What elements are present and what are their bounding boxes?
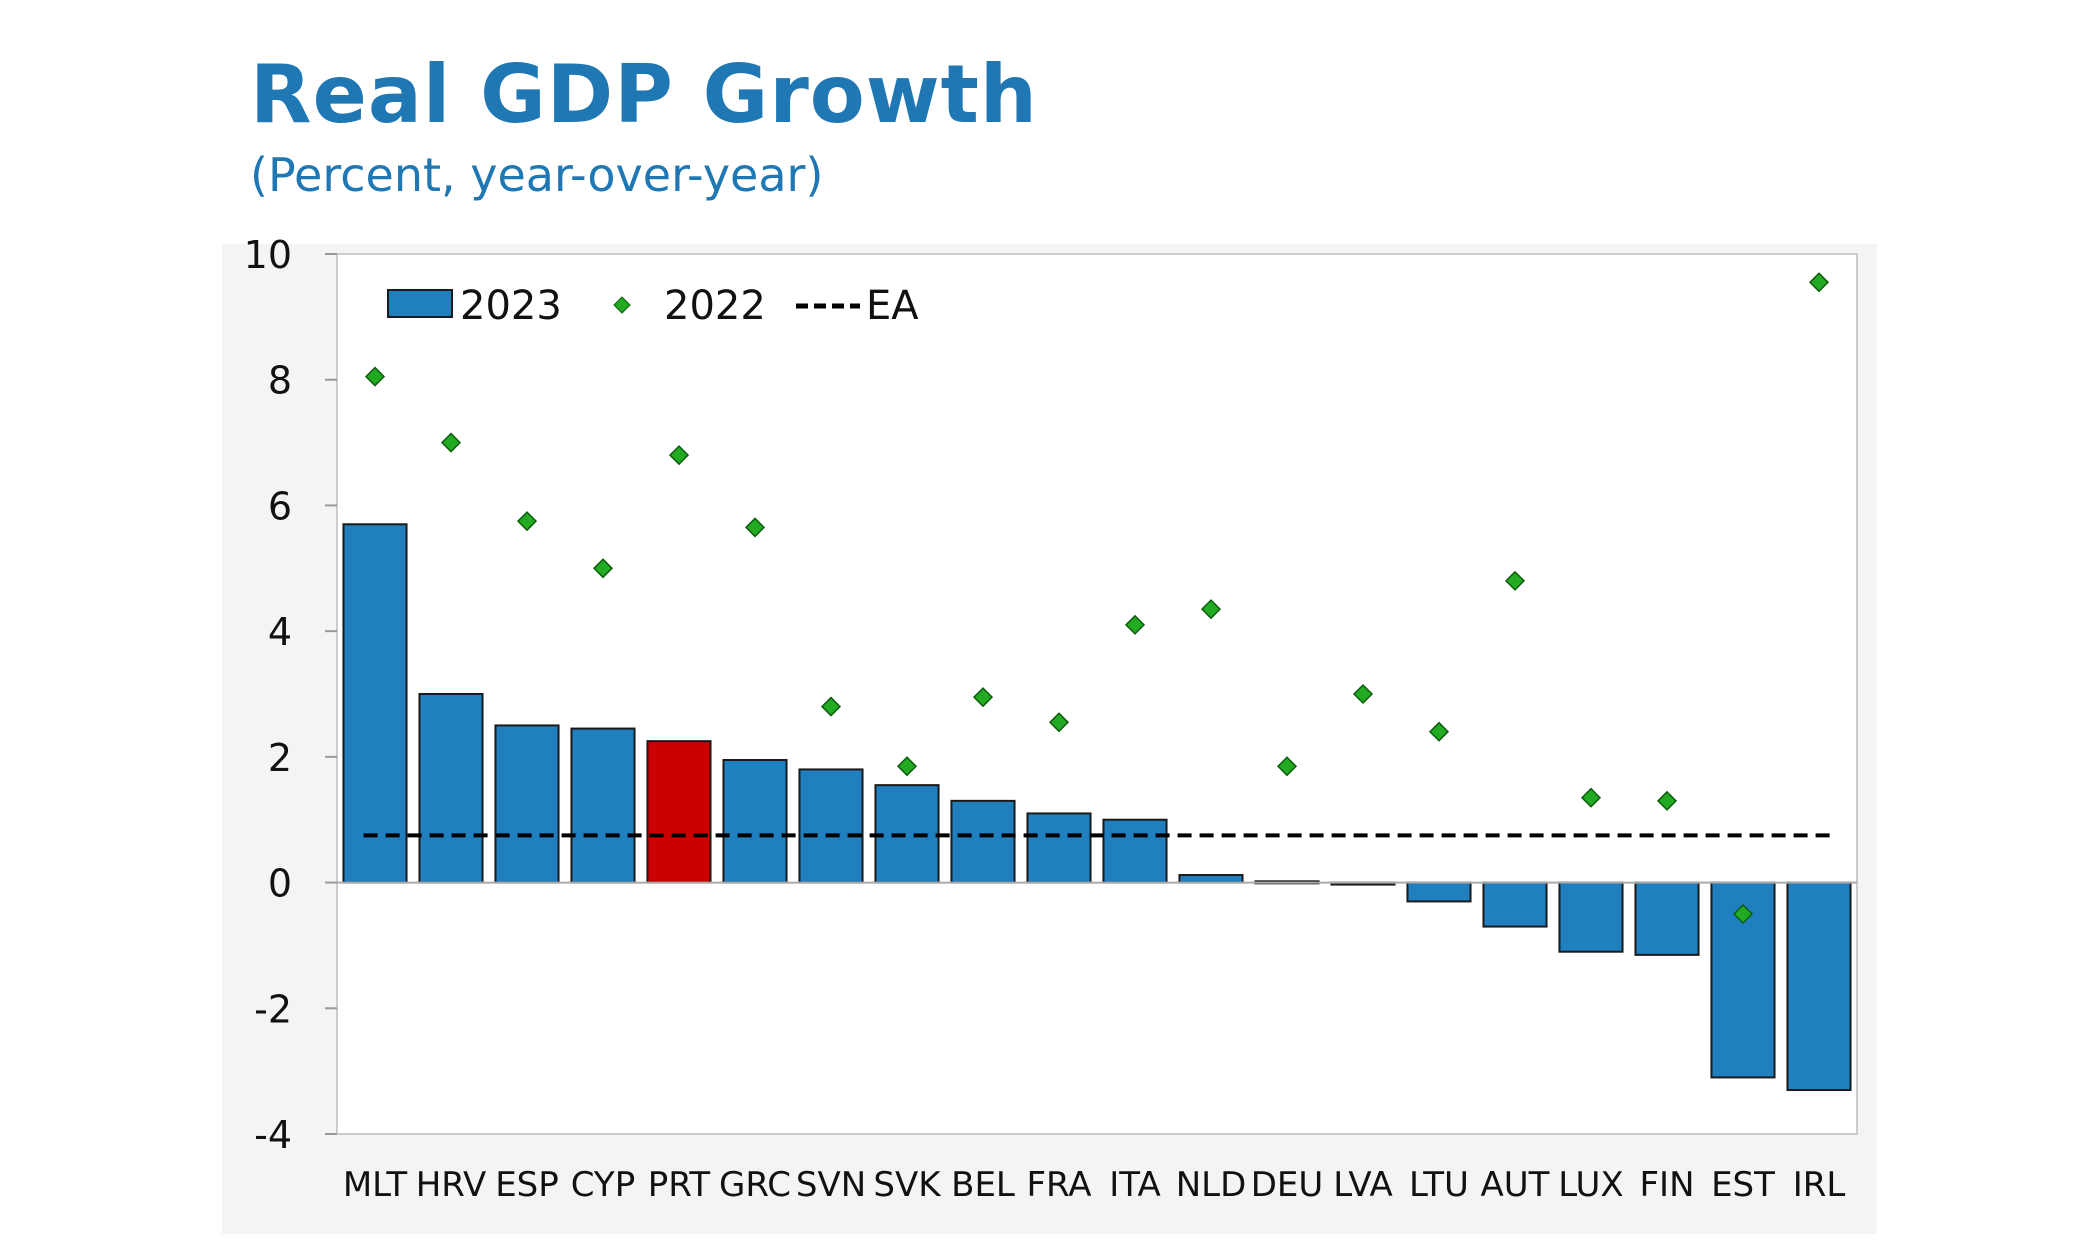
bar-2023-cyp: [570, 727, 636, 884]
x-tick-label-svn: SVN: [796, 1165, 866, 1205]
legend-label-2023: 2023: [460, 283, 562, 329]
marker-2022-bel: [972, 687, 994, 708]
x-tick-label-lva: LVA: [1333, 1165, 1393, 1205]
marker-2022-lux: [1580, 787, 1602, 808]
chart-subtitle: (Percent, year-over-year): [250, 148, 824, 202]
bar-2023-irl: [1786, 881, 1852, 1091]
marker-2022-svk: [896, 756, 918, 777]
bar-2023-ita: [1102, 818, 1168, 884]
legend-marker-2022: [613, 296, 631, 314]
y-tick-label: 8: [268, 359, 292, 403]
chart-title: Real GDP Growth: [250, 48, 1038, 141]
x-tick-label-svk: SVK: [873, 1165, 942, 1205]
plot-area: [336, 253, 1858, 1135]
x-tick-label-grc: GRC: [719, 1165, 791, 1205]
x-tick-label-fin: FIN: [1639, 1165, 1694, 1205]
y-tick-label: 0: [268, 862, 292, 906]
bar-2023-grc: [722, 759, 788, 884]
x-tick-label-deu: DEU: [1251, 1165, 1324, 1205]
legend-label-2022: 2022: [664, 283, 766, 329]
bar-2023-ltu: [1406, 881, 1472, 903]
x-tick-label-mlt: MLT: [343, 1165, 408, 1205]
marker-2022-hrv: [440, 432, 462, 453]
legend-label-ea: EA: [866, 283, 919, 329]
y-tick-label: -2: [254, 987, 292, 1031]
y-tick-label: 2: [268, 736, 292, 780]
marker-2022-grc: [744, 517, 766, 538]
x-tick-label-lux: LUX: [1558, 1165, 1623, 1205]
bar-2023-bel: [950, 799, 1016, 884]
bar-2023-svk: [874, 784, 940, 884]
y-axis: -4 -2 0 2 4 6 8 10: [244, 233, 337, 1157]
x-tick-label-prt: PRT: [648, 1165, 711, 1205]
marker-2022-ita: [1124, 614, 1146, 635]
markers-2022: [364, 272, 1830, 925]
marker-2022-fra: [1048, 712, 1070, 733]
marker-2022-mlt: [364, 366, 386, 387]
marker-2022-svn: [820, 696, 842, 717]
bar-2023-fra: [1026, 812, 1092, 884]
x-tick-label-bel: BEL: [951, 1165, 1015, 1205]
bar-2023-esp: [494, 724, 560, 884]
bar-2023-lux: [1558, 881, 1624, 953]
bar-2023-fin: [1634, 881, 1700, 956]
x-tick-label-aut: AUT: [1481, 1165, 1550, 1205]
marker-2022-aut: [1504, 570, 1526, 591]
x-axis: MLT HRV ESP CYP PRT GRC SVN SVK BEL FRA ITA NLD DEU L…: [343, 1165, 1846, 1205]
legend-swatch-2023: [387, 289, 453, 318]
marker-2022-deu: [1276, 756, 1298, 777]
x-tick-label-cyp: CYP: [571, 1165, 635, 1205]
y-tick-label: 10: [244, 233, 292, 277]
marker-2022-ltu: [1428, 721, 1450, 742]
marker-2022-lva: [1352, 683, 1374, 705]
x-tick-label-esp: ESP: [495, 1165, 559, 1205]
bar-2023-prt: [646, 740, 712, 884]
legend: 2023 2022 EA: [387, 283, 919, 329]
x-tick-label-ita: ITA: [1109, 1165, 1160, 1205]
marker-2022-irl: [1808, 272, 1830, 293]
marker-2022-cyp: [592, 558, 614, 579]
x-tick-label-hrv: HRV: [416, 1165, 487, 1205]
bar-2023-aut: [1482, 881, 1548, 928]
marker-2022-nld: [1200, 599, 1222, 620]
marker-2022-esp: [516, 511, 538, 532]
bar-2023-hrv: [418, 693, 484, 884]
bar-2023-svn: [798, 768, 864, 884]
bar-2023-mlt: [342, 523, 408, 884]
marker-2022-fin: [1656, 790, 1678, 811]
x-tick-label-fra: FRA: [1026, 1165, 1091, 1205]
x-tick-label-nld: NLD: [1176, 1165, 1247, 1205]
bar-2023-nld: [1178, 874, 1244, 884]
y-tick-label: -4: [254, 1113, 292, 1157]
y-tick-label: 6: [268, 484, 292, 528]
marker-2022-est: [1732, 903, 1754, 925]
x-tick-label-irl: IRL: [1793, 1165, 1846, 1205]
x-tick-label-ltu: LTU: [1409, 1165, 1469, 1205]
marker-2022-prt: [668, 445, 690, 466]
x-tick-label-est: EST: [1711, 1165, 1775, 1205]
y-tick-label: 4: [268, 610, 292, 654]
